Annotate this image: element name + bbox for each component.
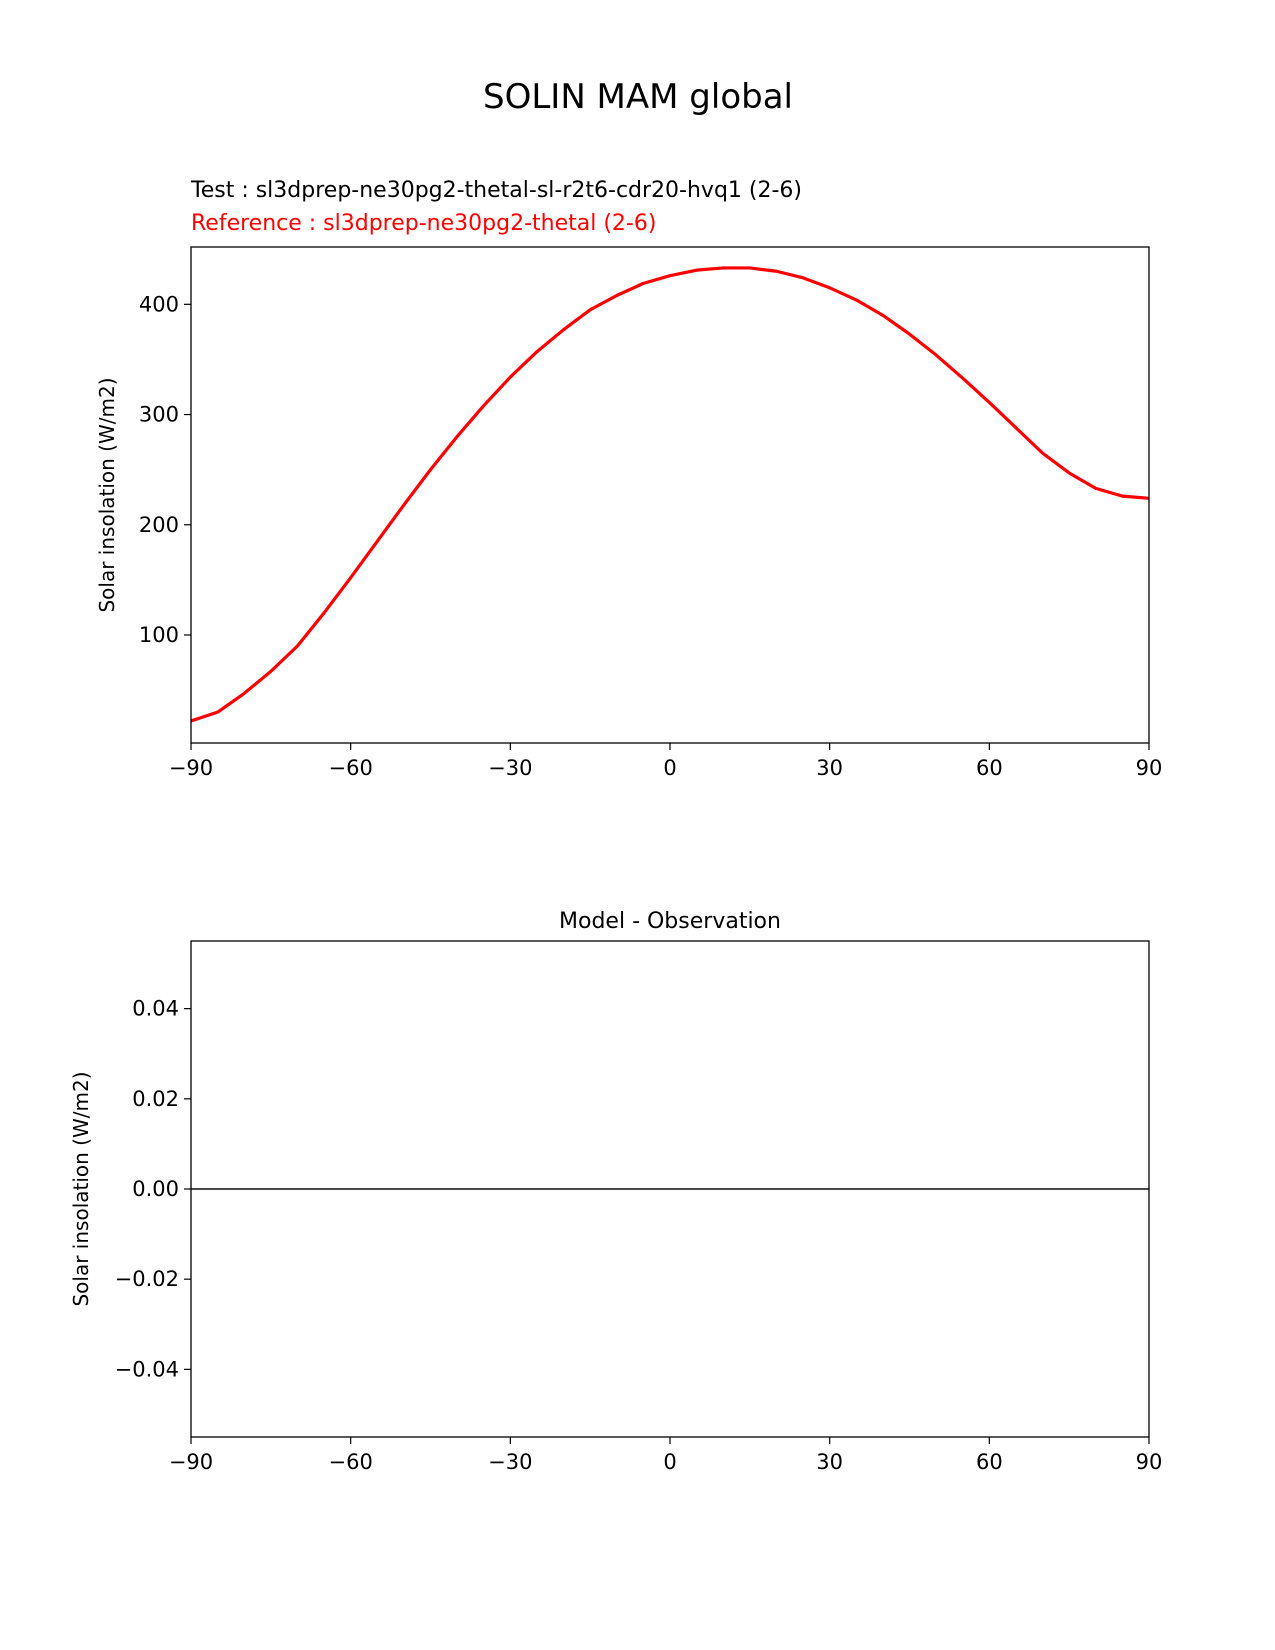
difference-panel: −90 −60 −30 0 30 60 90 −0.04 −0.02 0.00 0.02 0.04 So…: [69, 909, 1162, 1474]
reference-label: Reference : sl3dprep-ne30pg2-thetal (2-6…: [191, 211, 656, 236]
x-tick-label: 0: [663, 1450, 676, 1474]
x-tick-label: 30: [816, 756, 843, 780]
y-tick-label: 0.00: [132, 1177, 179, 1201]
x-tick-label: −60: [329, 756, 373, 780]
y-tick-label: 300: [139, 403, 179, 427]
reference-series-line: [191, 266, 1149, 723]
panel-title: Model - Observation: [559, 909, 781, 934]
x-tick-label: −30: [488, 1450, 532, 1474]
x-tick-label: −90: [169, 756, 213, 780]
x-tick-label: −90: [169, 1450, 213, 1474]
axes-frame: [190, 246, 1150, 744]
top-panel: −90 −60 −30 0 30 60 90 100 200 300 400 Solar insola…: [95, 246, 1163, 780]
y-tick-label: 0.02: [132, 1087, 179, 1111]
x-tick-label: −60: [329, 1450, 373, 1474]
y-tick-label: 100: [139, 623, 179, 647]
figure-title: SOLIN MAM global: [483, 77, 793, 117]
y-tick-label: 200: [139, 513, 179, 537]
x-tick-label: 90: [1136, 756, 1163, 780]
y-tick-label: 400: [139, 292, 179, 316]
x-tick-label: 60: [976, 1450, 1003, 1474]
y-tick-label: 0.04: [132, 997, 179, 1021]
x-tick-label: 90: [1136, 1450, 1163, 1474]
y-tick-label: −0.04: [115, 1357, 179, 1381]
x-tick-label: 30: [816, 1450, 843, 1474]
y-axis-label: Solar insolation (W/m2): [95, 377, 119, 612]
y-tick-label: −0.02: [115, 1267, 179, 1291]
x-tick-label: 0: [663, 756, 676, 780]
x-tick-label: 60: [976, 756, 1003, 780]
test-label: Test : sl3dprep-ne30pg2-thetal-sl-r2t6-c…: [190, 178, 802, 203]
y-axis-label: Solar insolation (W/m2): [69, 1071, 93, 1306]
test-series-line: [191, 266, 1149, 722]
x-tick-label: −30: [488, 756, 532, 780]
